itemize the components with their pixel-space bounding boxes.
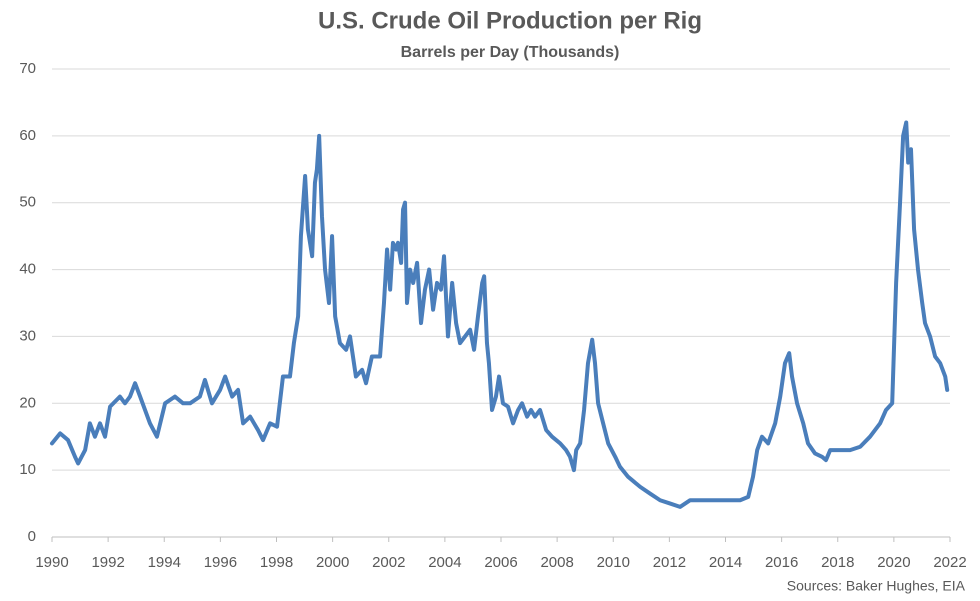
x-tick-label: 2000 (316, 554, 349, 571)
x-tick-label: 2018 (821, 554, 854, 571)
data-line (50, 120, 950, 509)
y-tick-label: 10 (19, 461, 36, 478)
x-tick-label: 1998 (260, 554, 293, 571)
x-tick-label: 2004 (428, 554, 461, 571)
x-tick-label: 2014 (709, 554, 742, 571)
chart-title: U.S. Crude Oil Production per Rig (318, 7, 702, 34)
y-tick-label: 50 (19, 194, 36, 211)
x-tick-label: 1994 (148, 554, 181, 571)
x-tick-label: 1996 (204, 554, 237, 571)
x-tick-label: 2022 (933, 554, 966, 571)
y-tick-label: 30 (19, 327, 36, 344)
source-note: Sources: Baker Hughes, EIA (787, 578, 966, 594)
x-tick-label: 2002 (372, 554, 405, 571)
y-tick-label: 60 (19, 127, 36, 144)
chart-subtitle: Barrels per Day (Thousands) (401, 44, 620, 61)
x-tick-label: 2012 (653, 554, 686, 571)
x-tick-label: 2006 (484, 554, 517, 571)
x-tick-label: 2008 (540, 554, 573, 571)
x-tick-label: 1992 (91, 554, 124, 571)
x-tick-label: 2020 (877, 554, 910, 571)
y-tick-label: 0 (28, 528, 36, 545)
y-tick-label: 40 (19, 261, 36, 278)
x-tick-label: 2010 (597, 554, 630, 571)
y-tick-label: 20 (19, 394, 36, 411)
x-tick-label: 1990 (35, 554, 68, 571)
y-tick-label: 70 (19, 60, 36, 77)
x-tick-label: 2016 (765, 554, 798, 571)
